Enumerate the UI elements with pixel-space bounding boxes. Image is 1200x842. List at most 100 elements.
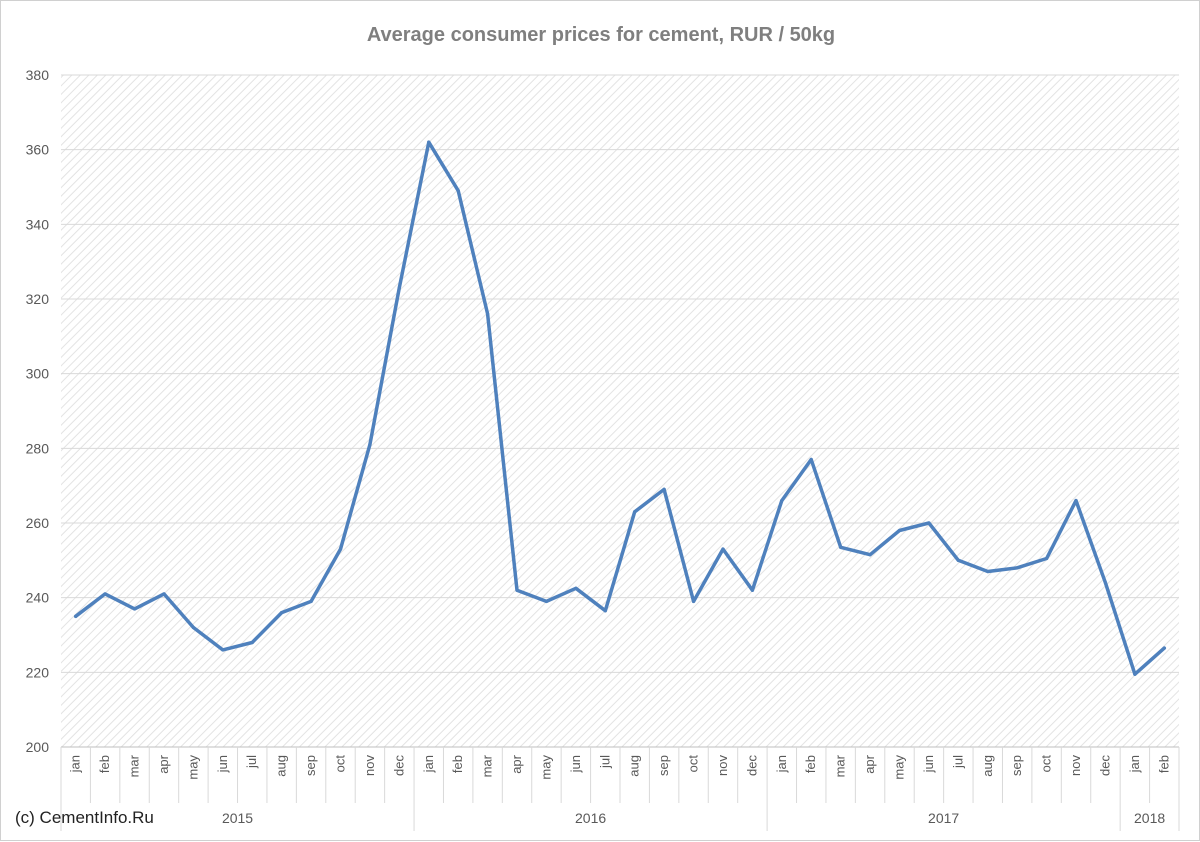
series-group xyxy=(73,140,1167,676)
year-group-label: 2016 xyxy=(575,810,606,826)
x-tick-label: jan xyxy=(1127,755,1142,773)
data-point xyxy=(603,609,607,613)
y-tick-label: 280 xyxy=(26,440,50,456)
y-tick-label: 260 xyxy=(26,515,50,531)
x-tick-label: mar xyxy=(127,754,142,777)
data-point xyxy=(1133,672,1137,676)
data-point xyxy=(986,569,990,574)
data-point xyxy=(750,588,754,592)
data-point xyxy=(574,586,578,590)
x-tick-label: jul xyxy=(597,755,612,769)
data-point xyxy=(868,553,872,557)
y-axis: 200 220 240 260 280 300 320 340 360 380 xyxy=(26,67,50,755)
y-tick-label: 380 xyxy=(26,67,50,83)
data-point xyxy=(927,521,931,525)
x-tick-label: aug xyxy=(980,755,995,777)
data-point xyxy=(397,286,401,290)
year-group-label: 2015 xyxy=(222,810,253,826)
data-point xyxy=(338,547,343,551)
x-axis: jan feb mar apr may jun jul aug sep oct nov dec jan f… xyxy=(60,746,1180,831)
x-tick-label: mar xyxy=(833,754,848,777)
data-point xyxy=(1103,581,1108,585)
y-tick-label: 320 xyxy=(26,291,50,307)
y-tick-label: 360 xyxy=(26,142,50,158)
data-point xyxy=(103,592,107,596)
data-point xyxy=(691,599,696,604)
data-point xyxy=(162,592,166,596)
x-tick-label: may xyxy=(185,755,200,780)
plot-area xyxy=(61,75,1179,747)
data-point xyxy=(515,588,519,592)
x-tick-label: aug xyxy=(627,755,642,777)
x-tick-label: feb xyxy=(803,755,818,773)
x-tick-label: may xyxy=(538,755,553,780)
x-tick-label: aug xyxy=(274,755,289,777)
x-tick-label: may xyxy=(892,755,907,780)
x-tick-label: sep xyxy=(1009,755,1024,776)
data-point xyxy=(1045,556,1049,561)
x-tick-label: feb xyxy=(97,755,112,773)
data-point xyxy=(191,625,195,630)
x-tick-label: apr xyxy=(156,754,171,773)
x-tick-label: nov xyxy=(1068,755,1083,776)
y-tick-label: 220 xyxy=(26,664,50,680)
x-tick-label: jun xyxy=(921,755,936,773)
credit-text: (c) CementInfo.Ru xyxy=(15,808,154,827)
y-tick-label: 300 xyxy=(26,366,50,382)
x-tick-label: jun xyxy=(568,755,583,773)
x-tick-label: feb xyxy=(1156,755,1171,773)
x-tick-label: dec xyxy=(744,755,759,776)
data-point xyxy=(839,545,843,549)
data-point xyxy=(956,558,960,562)
data-point xyxy=(1015,566,1019,570)
y-tick-label: 240 xyxy=(26,590,50,606)
data-point xyxy=(74,614,78,618)
data-point xyxy=(486,312,490,316)
x-tick-label: nov xyxy=(715,755,730,776)
x-tick-label: jan xyxy=(421,755,436,773)
data-point xyxy=(1162,646,1166,650)
x-tick-label: jan xyxy=(774,755,789,773)
data-point xyxy=(280,611,284,615)
data-point xyxy=(250,640,254,645)
x-tick-label: apr xyxy=(509,754,524,773)
y-tick-label: 200 xyxy=(26,739,50,755)
gridlines xyxy=(61,74,1179,748)
x-tick-label: sep xyxy=(656,755,671,776)
data-point xyxy=(897,528,902,533)
data-point xyxy=(721,547,725,551)
year-group-label: 2018 xyxy=(1134,810,1165,826)
data-point xyxy=(544,599,549,604)
x-tick-label: feb xyxy=(450,755,465,773)
data-point xyxy=(221,648,225,652)
data-point xyxy=(1074,499,1078,503)
x-tick-label: dec xyxy=(1097,755,1112,776)
x-tick-label: jan xyxy=(68,755,83,773)
x-tick-label: jul xyxy=(244,755,259,769)
x-tick-label: oct xyxy=(686,755,701,773)
data-point xyxy=(809,457,813,462)
x-tick-label: apr xyxy=(862,754,877,773)
x-tick-label: jun xyxy=(215,755,230,773)
x-tick-label: sep xyxy=(303,755,318,776)
data-point xyxy=(456,189,460,193)
data-point xyxy=(132,607,137,611)
data-point xyxy=(780,499,784,503)
x-tick-label: jul xyxy=(950,755,965,769)
series-line xyxy=(73,140,1167,676)
data-point xyxy=(633,510,637,514)
data-point xyxy=(662,487,666,491)
data-point xyxy=(427,140,431,144)
x-tick-label: oct xyxy=(1039,755,1054,773)
x-tick-label: dec xyxy=(391,755,406,776)
y-tick-label: 340 xyxy=(26,216,50,232)
x-tick-label: mar xyxy=(480,754,495,777)
data-point xyxy=(309,599,313,604)
x-tick-label: oct xyxy=(333,755,348,773)
data-point xyxy=(368,443,372,447)
year-group-label: 2017 xyxy=(928,810,959,826)
chart-title: Average consumer prices for cement, RUR … xyxy=(367,24,835,46)
x-tick-label: nov xyxy=(362,755,377,776)
